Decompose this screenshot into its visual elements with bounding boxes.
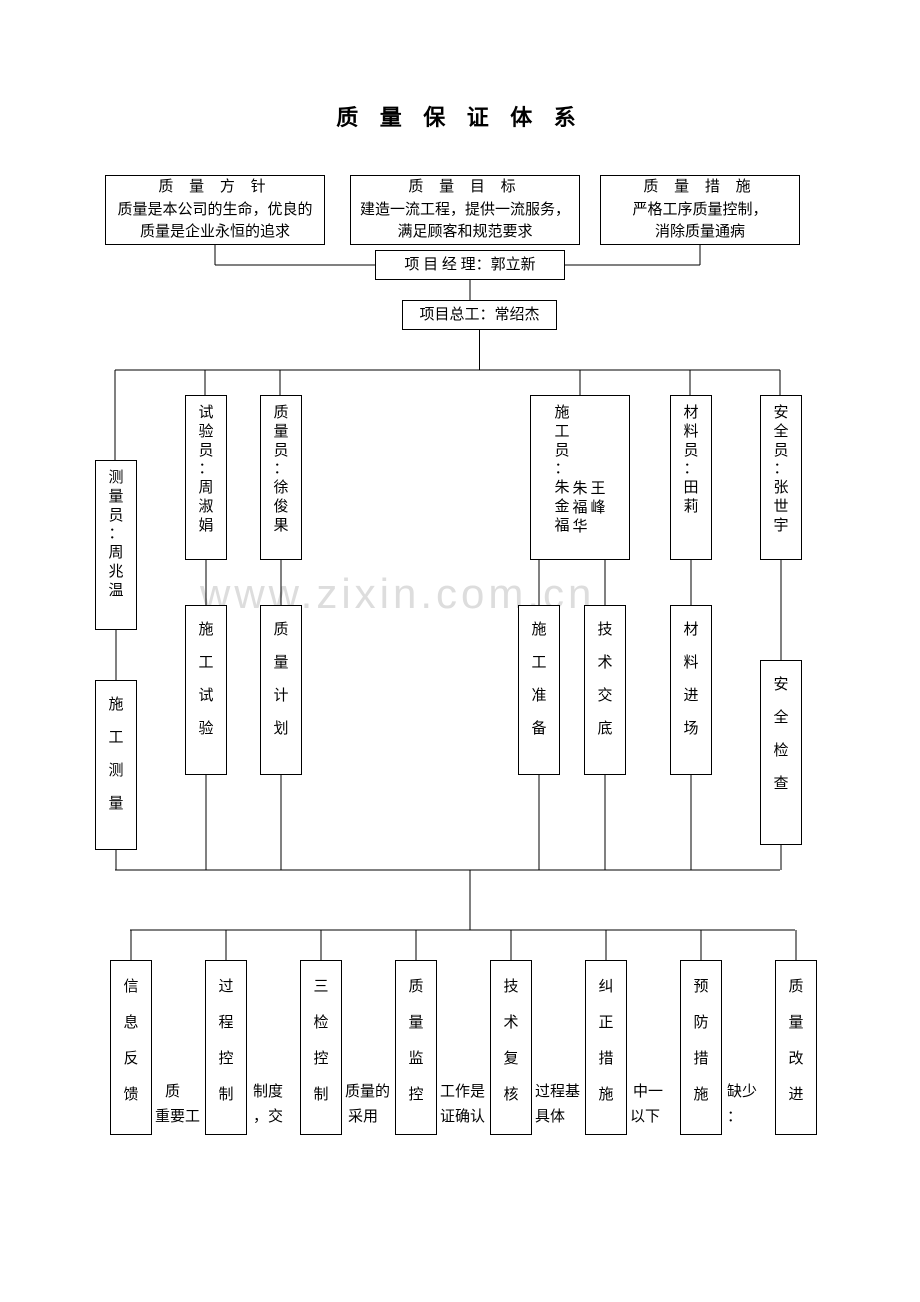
measure-body: 严格工序质量控制， 消除质量通病 [632, 202, 767, 241]
bottom-4: 技术复核 [490, 960, 532, 1135]
bottom-6: 预防措施 [680, 960, 722, 1135]
task-c6: 材料进场 [670, 605, 712, 775]
role-quality: 质量员：徐俊果 [260, 395, 302, 560]
task-c3: 质量计划 [260, 605, 302, 775]
role-material: 材料员：田莉 [670, 395, 712, 560]
builder-names-c3: 王峰 [590, 480, 605, 518]
target-body: 建造一流工程，提供一流服务，满足顾客和规范要求 [360, 202, 570, 241]
measure-box: 质 量 措 施严格工序质量控制， 消除质量通病 [600, 175, 800, 245]
task-c1: 施工测量 [95, 680, 137, 850]
task-c2: 施工试验 [185, 605, 227, 775]
measure-title: 质 量 措 施 [643, 179, 756, 195]
builder-names-c2: 朱福华 [572, 480, 587, 536]
builder-names-c1: 朱金福 [554, 479, 569, 535]
policy-body: 质量是本公司的生命，优良的质量是企业永恒的追求 [117, 202, 312, 241]
chief-box: 项目总工：常绍杰 [402, 300, 557, 330]
task-c5: 技术交底 [584, 605, 626, 775]
target-title: 质 量 目 标 [408, 179, 521, 195]
role-builder: 施工员： 朱金福 朱福华 王峰 [530, 395, 630, 560]
bottom-3: 质量监控 [395, 960, 437, 1135]
bottom-0: 信息反馈 [110, 960, 152, 1135]
bottom-2: 三检控制 [300, 960, 342, 1135]
role-safety: 安全员：张世宇 [760, 395, 802, 560]
policy-title: 质 量 方 针 [158, 179, 271, 195]
task-c4: 施工准备 [518, 605, 560, 775]
task-c7: 安全检查 [760, 660, 802, 845]
bottom-1: 过程控制 [205, 960, 247, 1135]
role-tester: 试验员：周淑娟 [185, 395, 227, 560]
role-measurer: 测量员：周兆温 [95, 460, 137, 630]
bottom-7: 质量改进 [775, 960, 817, 1135]
policy-box: 质 量 方 针质量是本公司的生命，优良的质量是企业永恒的追求 [105, 175, 325, 245]
target-box: 质 量 目 标建造一流工程，提供一流服务，满足顾客和规范要求 [350, 175, 580, 245]
manager-box: 项 目 经 理：郭立新 [375, 250, 565, 280]
bottom-5: 纠正措施 [585, 960, 627, 1135]
